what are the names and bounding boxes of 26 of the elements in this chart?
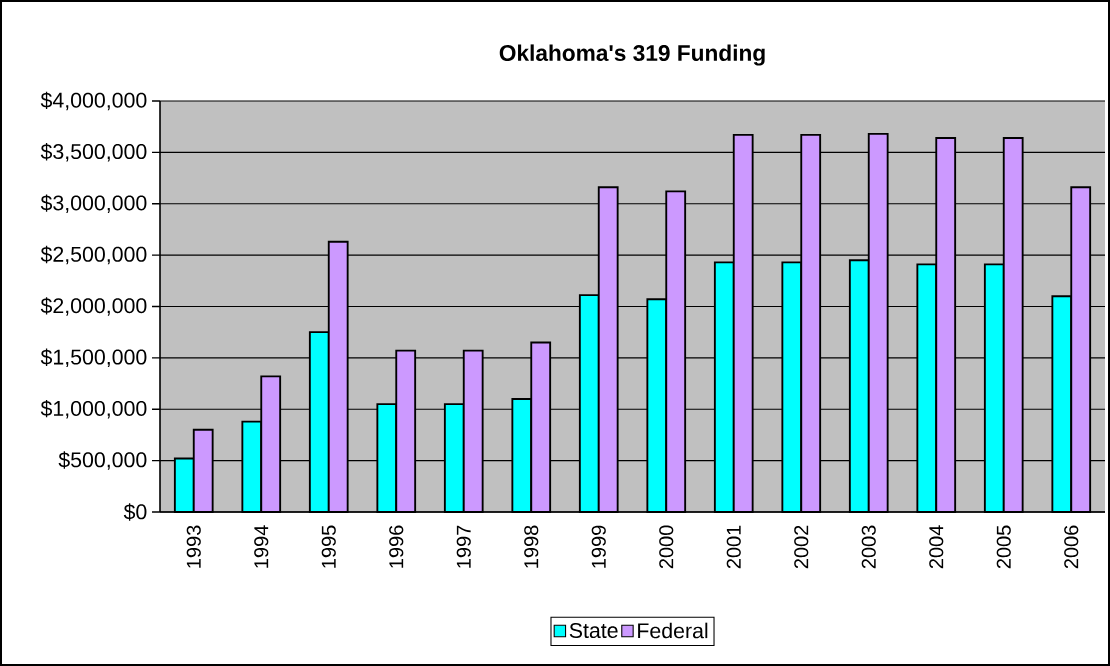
x-tick-label: 1999 xyxy=(591,525,606,568)
x-tick-label: 1998 xyxy=(524,525,539,568)
y-tick-label: $500,000 xyxy=(58,451,147,470)
legend-label: State xyxy=(569,622,618,639)
x-tick-label: 1997 xyxy=(456,525,471,568)
y-tick-label: $3,000,000 xyxy=(40,194,147,213)
y-tick-label: $2,500,000 xyxy=(40,245,147,265)
x-tick-label: 1995 xyxy=(321,525,336,568)
x-tick-label: 2002 xyxy=(794,525,809,569)
x-tick-label: 2001 xyxy=(726,525,741,569)
y-tick-label: $2,000,000 xyxy=(40,297,147,316)
y-tick-label: $1,500,000 xyxy=(40,348,147,368)
x-tick-label: 1994 xyxy=(254,525,269,568)
y-tick-label: $4,000,000 xyxy=(40,91,147,111)
y-tick-label: $3,500,000 xyxy=(40,143,147,162)
x-tick-label: 2000 xyxy=(659,525,674,569)
x-tick-label: 2004 xyxy=(929,525,944,569)
x-tick-label: 2005 xyxy=(996,525,1011,569)
x-tick-label: 1993 xyxy=(186,525,201,568)
x-tick-label: 2003 xyxy=(861,525,876,569)
y-tick-label: $0 xyxy=(123,503,147,521)
legend-label: Federal xyxy=(638,622,708,639)
chart-title: Oklahoma's 319 Funding xyxy=(499,44,765,66)
x-tick-label: 1996 xyxy=(389,525,404,568)
x-tick-label: 2006 xyxy=(1064,525,1079,569)
y-tick-label: $1,000,000 xyxy=(40,399,147,419)
